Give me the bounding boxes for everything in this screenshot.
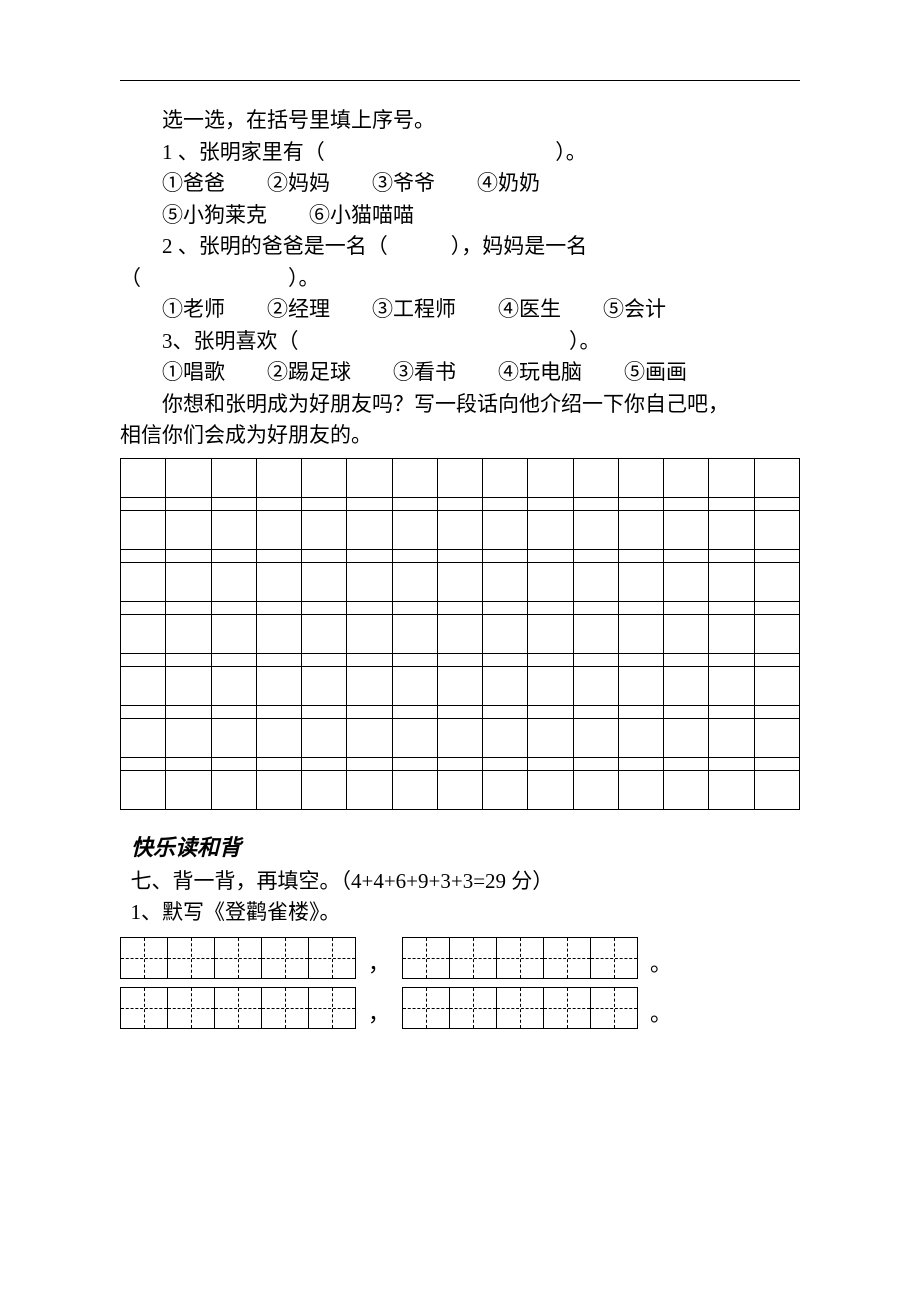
section-title: 快乐读和背: [120, 830, 800, 862]
q3-stem: 3、张明喜欢（ ）。: [120, 326, 800, 358]
poem-box-2b[interactable]: [402, 987, 638, 1029]
q2-stem-line2: （ ）。: [120, 263, 800, 295]
q1-stem-a: 1 、张明家里有（: [162, 140, 325, 164]
comma-1: ，: [364, 953, 394, 979]
q3-stem-b: ）。: [569, 329, 601, 353]
q1-opts-1: ①爸爸 ②妈妈 ③爷爷 ④奶奶: [120, 168, 800, 200]
q7-1: 1、默写《登鹳雀楼》。: [131, 897, 801, 929]
q1-stem-b: ）。: [555, 140, 587, 164]
poem-row-1: ， 。: [120, 937, 800, 979]
poem-box-1a[interactable]: [120, 937, 356, 979]
q7-heading: 七、背一背，再填空。（4+4+6+9+3+3=29 分）: [131, 866, 801, 898]
writing-prompt-1: 你想和张明成为好朋友吗？写一段话向他介绍一下你自己吧，: [120, 389, 800, 421]
q1-stem: 1 、张明家里有（ ）。: [120, 137, 800, 169]
q2-stem-line1: 2 、张明的爸爸是一名（ ），妈妈是一名: [120, 231, 800, 263]
top-rule: [120, 80, 800, 81]
comma-2: ，: [364, 1003, 394, 1029]
poem-box-2a[interactable]: [120, 987, 356, 1029]
q1-opts-2: ⑤小狗莱克 ⑥小猫喵喵: [120, 200, 800, 232]
q3-stem-a: 3、张明喜欢（: [162, 329, 299, 353]
poem-row-2: ， 。: [120, 987, 800, 1029]
period-2: 。: [646, 1003, 676, 1029]
page: 选一选，在括号里填上序号。 1 、张明家里有（ ）。 ①爸爸 ②妈妈 ③爷爷 ④…: [0, 0, 920, 1089]
writing-prompt-2: 相信你们会成为好朋友的。: [120, 420, 800, 452]
poem-box-1b[interactable]: [402, 937, 638, 979]
instruction: 选一选，在括号里填上序号。: [120, 105, 800, 137]
period-1: 。: [646, 953, 676, 979]
writing-grid[interactable]: [120, 458, 800, 810]
q3-opts: ①唱歌 ②踢足球 ③看书 ④玩电脑 ⑤画画: [120, 357, 800, 389]
q2-opts: ①老师 ②经理 ③工程师 ④医生 ⑤会计: [120, 294, 800, 326]
